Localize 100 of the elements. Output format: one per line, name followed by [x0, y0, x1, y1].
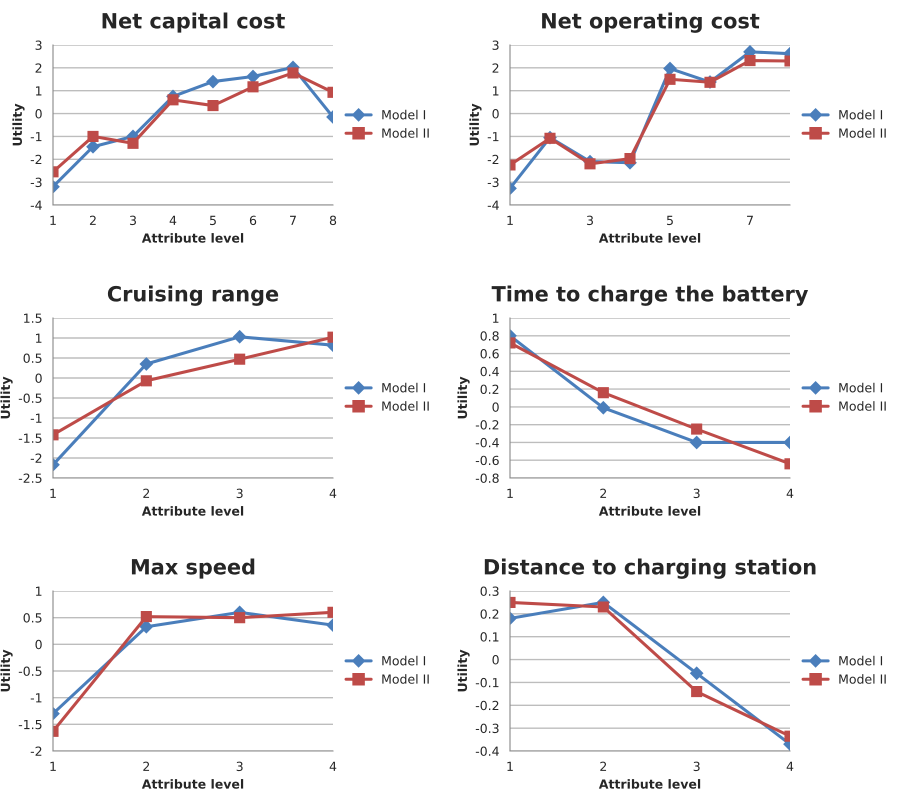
- legend-label: Model II: [382, 674, 429, 684]
- x-tick-label: 4: [330, 762, 336, 771]
- x-tick-label: 8: [330, 216, 336, 226]
- legend-label: Model II: [839, 674, 886, 684]
- point: [206, 74, 220, 88]
- point: [663, 62, 677, 76]
- y-tick-label: 0.6: [480, 349, 499, 358]
- chart-title: Cruising range: [108, 286, 278, 306]
- legend-label: Model I: [839, 110, 882, 120]
- x-tick-label: 2: [143, 488, 150, 498]
- chart-title: Net operating cost: [542, 12, 760, 33]
- y-axis-title: Utility: [469, 104, 482, 146]
- y-tick-label: -0.1: [476, 678, 498, 688]
- y-tick-label: -0.2: [476, 700, 498, 710]
- y-tick-label: 0.1: [480, 632, 498, 642]
- x-axis-title: Attribute level: [598, 233, 700, 243]
- x-tick-label: 2: [90, 216, 96, 225]
- y-tick-label: -2: [488, 154, 498, 164]
- y-tick-label: 1: [36, 86, 42, 96]
- y-tick-label: -0.4: [476, 438, 499, 448]
- point: [127, 138, 139, 149]
- legend-label: Model I: [382, 382, 426, 392]
- x-tick-label: 3: [236, 488, 243, 498]
- x-tick-label: 5: [666, 216, 673, 226]
- y-tick-label: -1: [30, 414, 42, 423]
- y-tick-label: 1: [493, 314, 498, 323]
- x-tick-label: 1: [50, 216, 56, 225]
- y-tick-label: 0: [35, 640, 42, 650]
- x-tick-label: 3: [586, 216, 593, 226]
- x-axis-title: Attribute level: [142, 233, 244, 243]
- point: [744, 54, 756, 66]
- point: [167, 94, 179, 106]
- y-tick-label: -0.2: [476, 420, 498, 430]
- x-tick-label: 7: [747, 216, 753, 225]
- x-tick-label: 1: [507, 216, 513, 225]
- point: [584, 158, 596, 170]
- y-tick-label: -2: [30, 453, 42, 463]
- point: [664, 74, 676, 85]
- chart-title: Net capital cost: [102, 12, 285, 33]
- x-tick-label: 6: [250, 216, 256, 226]
- y-tick-label: 1.5: [24, 314, 42, 323]
- y-tick-label: 0.2: [480, 609, 498, 619]
- y-tick-label: -4: [30, 200, 42, 210]
- legend-label: Model II: [382, 128, 429, 138]
- x-axis-title: Attribute level: [598, 779, 700, 789]
- y-tick-label: 0: [35, 373, 42, 383]
- point: [624, 153, 636, 164]
- y-axis-title: Utility: [0, 376, 13, 418]
- y-tick-label: 1: [36, 586, 42, 596]
- x-tick-label: 4: [786, 762, 794, 771]
- legend-label: Model II: [839, 401, 886, 411]
- point: [86, 140, 100, 154]
- y-tick-label: 2: [36, 63, 42, 73]
- x-tick-label: 3: [694, 488, 700, 498]
- point: [87, 130, 99, 142]
- y-tick-label: -1.5: [18, 720, 42, 730]
- x-tick-label: 4: [786, 488, 794, 498]
- y-tick-label: -3: [488, 178, 499, 188]
- x-tick-label: 4: [170, 216, 176, 225]
- y-tick-label: 0: [492, 109, 499, 118]
- y-tick-label: 0: [492, 402, 499, 412]
- y-tick-label: 0.5: [24, 353, 42, 363]
- point: [287, 67, 299, 78]
- y-tick-label: 0.8: [480, 331, 499, 341]
- y-tick-label: 0.2: [480, 384, 498, 394]
- y-tick-label: -0.5: [18, 393, 42, 403]
- y-tick-label: -1.5: [18, 434, 42, 443]
- y-tick-label: -0.8: [476, 473, 499, 483]
- x-tick-label: 5: [210, 216, 216, 226]
- x-tick-label: 4: [330, 488, 336, 498]
- y-tick-label: 2: [492, 63, 498, 73]
- point: [247, 81, 259, 92]
- x-axis-title: Attribute level: [142, 506, 244, 516]
- y-tick-label: -0.6: [476, 456, 499, 466]
- point: [246, 70, 260, 84]
- y-tick-label: -3: [30, 178, 42, 188]
- chart-title: Max speed: [132, 558, 254, 579]
- x-axis-title: Attribute level: [598, 506, 700, 516]
- y-tick-label: 3: [492, 40, 499, 50]
- legend-label: Model I: [382, 656, 426, 666]
- legend-label: Model I: [839, 656, 882, 666]
- legend-label: Model II: [839, 128, 886, 138]
- y-tick-label: -2: [30, 746, 42, 756]
- x-tick-label: 1: [50, 762, 56, 771]
- y-tick-label: -1: [30, 132, 42, 142]
- x-tick-label: 1: [507, 488, 513, 498]
- y-tick-label: 0.4: [480, 366, 499, 376]
- x-tick-label: 2: [600, 762, 606, 771]
- y-tick-label: 0.3: [480, 586, 499, 596]
- y-tick-label: -1: [30, 693, 42, 702]
- x-tick-label: 1: [50, 488, 56, 498]
- x-tick-label: 3: [236, 762, 243, 772]
- x-tick-label: 3: [130, 216, 136, 226]
- x-tick-label: 7: [290, 216, 296, 225]
- y-tick-label: -2.5: [18, 473, 42, 483]
- y-tick-label: 0: [35, 109, 42, 118]
- y-tick-label: -1: [488, 132, 498, 142]
- y-tick-label: -4: [488, 200, 499, 210]
- legend-label: Model II: [382, 401, 429, 411]
- y-tick-label: -0.3: [476, 724, 499, 734]
